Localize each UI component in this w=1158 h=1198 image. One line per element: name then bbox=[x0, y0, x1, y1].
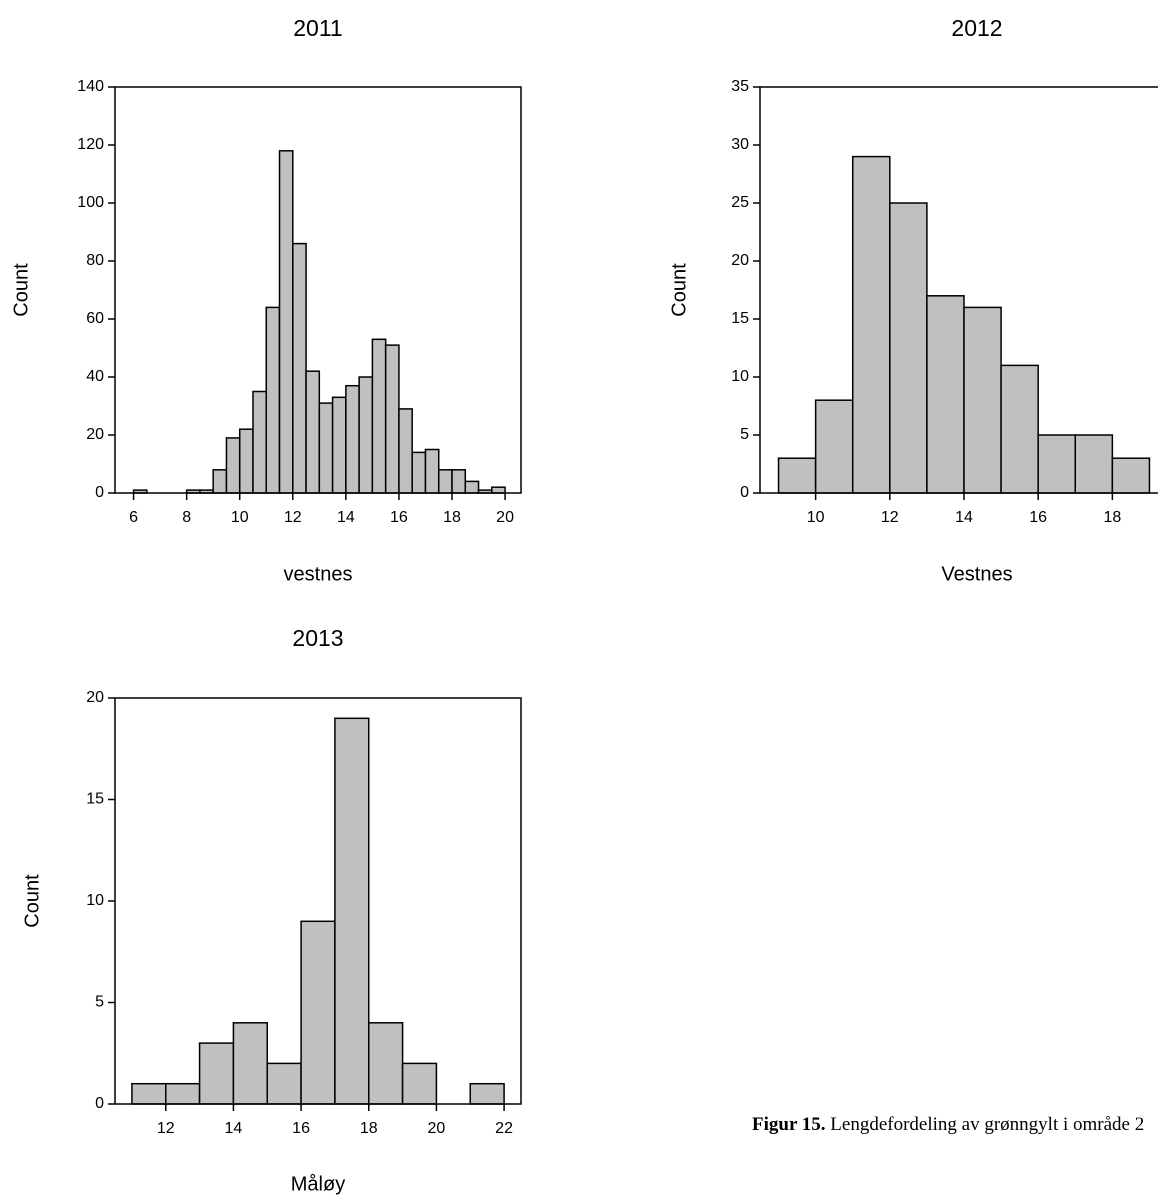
bar bbox=[926, 295, 965, 494]
y-tick-label: 20 bbox=[86, 689, 104, 706]
y-tick-label: 100 bbox=[77, 194, 104, 211]
bar bbox=[252, 390, 268, 494]
y-tick-label: 0 bbox=[740, 484, 749, 501]
bar bbox=[1074, 434, 1114, 494]
y-tick-label: 20 bbox=[86, 426, 104, 443]
bar bbox=[300, 920, 336, 1105]
bar bbox=[368, 1022, 404, 1105]
chart-title: 2012 bbox=[951, 15, 1002, 41]
y-tick-label: 10 bbox=[731, 368, 749, 385]
y-tick-label: 5 bbox=[95, 994, 104, 1011]
x-tick-label: 18 bbox=[1103, 509, 1121, 526]
bar bbox=[1037, 434, 1077, 494]
bar bbox=[851, 155, 891, 494]
bar bbox=[165, 1082, 201, 1105]
bar bbox=[225, 437, 241, 494]
bar bbox=[491, 486, 506, 494]
bar bbox=[371, 338, 387, 494]
x-tick-label: 20 bbox=[428, 1120, 446, 1137]
x-tick-label: 14 bbox=[337, 509, 355, 526]
x-tick-label: 10 bbox=[231, 509, 249, 526]
x-tick-label: 12 bbox=[881, 509, 899, 526]
x-tick-label: 22 bbox=[495, 1120, 513, 1137]
y-tick-label: 35 bbox=[731, 78, 749, 95]
bar bbox=[266, 1062, 302, 1105]
y-axis-label: Count bbox=[10, 263, 32, 317]
x-tick-label: 18 bbox=[360, 1120, 378, 1137]
bar bbox=[469, 1082, 505, 1105]
x-tick-label: 14 bbox=[225, 1120, 243, 1137]
bar bbox=[451, 469, 467, 494]
bar bbox=[278, 150, 294, 494]
bar bbox=[334, 717, 370, 1105]
y-tick-label: 40 bbox=[86, 368, 104, 385]
y-tick-label: 25 bbox=[731, 194, 749, 211]
bar bbox=[198, 1042, 235, 1105]
x-axis-label: Vestnes bbox=[941, 563, 1012, 585]
bar bbox=[1111, 457, 1151, 494]
y-tick-label: 80 bbox=[86, 252, 104, 269]
bar bbox=[265, 306, 281, 494]
x-tick-label: 6 bbox=[129, 509, 138, 526]
bar bbox=[777, 457, 817, 494]
bar bbox=[424, 448, 440, 494]
bar bbox=[238, 428, 254, 494]
bar bbox=[318, 402, 334, 494]
caption: Figur 15. Lengdefordeling av grønngylt i… bbox=[752, 1114, 1144, 1135]
x-tick-label: 16 bbox=[390, 509, 408, 526]
caption-text: Lengdefordeling av grønngylt i område 2 bbox=[830, 1114, 1144, 1135]
bar bbox=[131, 1082, 167, 1105]
bar bbox=[384, 344, 400, 494]
y-axis-label: Count bbox=[21, 874, 43, 928]
bar bbox=[464, 480, 480, 494]
y-tick-label: 0 bbox=[95, 484, 104, 501]
bar bbox=[963, 306, 1002, 494]
bar bbox=[358, 376, 374, 494]
bar bbox=[814, 399, 854, 494]
y-tick-label: 120 bbox=[77, 136, 104, 153]
bar bbox=[232, 1022, 269, 1105]
bar bbox=[292, 242, 307, 494]
x-tick-label: 16 bbox=[292, 1120, 310, 1137]
bar bbox=[1000, 364, 1039, 494]
x-tick-label: 10 bbox=[807, 509, 825, 526]
bar bbox=[401, 1062, 438, 1105]
y-tick-label: 0 bbox=[95, 1095, 104, 1112]
y-tick-label: 20 bbox=[731, 252, 749, 269]
bar bbox=[437, 469, 453, 494]
x-tick-label: 16 bbox=[1029, 509, 1047, 526]
caption-label: Figur 15. bbox=[752, 1114, 826, 1135]
x-axis-label: vestnes bbox=[284, 563, 353, 585]
x-tick-label: 12 bbox=[157, 1120, 175, 1137]
y-tick-label: 30 bbox=[731, 136, 749, 153]
bar bbox=[889, 202, 928, 494]
x-tick-label: 18 bbox=[443, 509, 461, 526]
bar bbox=[345, 384, 360, 494]
plot-frame bbox=[114, 86, 522, 494]
bar bbox=[331, 396, 347, 494]
bar bbox=[212, 469, 228, 494]
x-tick-label: 14 bbox=[955, 509, 973, 526]
bar bbox=[398, 408, 413, 494]
y-axis-label: Count bbox=[668, 263, 690, 317]
y-tick-label: 140 bbox=[77, 78, 104, 95]
y-tick-label: 60 bbox=[86, 310, 104, 327]
x-tick-label: 8 bbox=[182, 509, 191, 526]
bar bbox=[305, 370, 321, 494]
x-tick-label: 12 bbox=[284, 509, 302, 526]
chart-title: 2013 bbox=[292, 625, 343, 651]
x-tick-label: 20 bbox=[496, 509, 514, 526]
chart-title: 2011 bbox=[293, 15, 342, 41]
y-tick-label: 5 bbox=[740, 426, 749, 443]
y-tick-label: 15 bbox=[731, 310, 749, 327]
y-tick-label: 10 bbox=[86, 892, 104, 909]
bar bbox=[411, 451, 427, 494]
x-axis-label: Måløy bbox=[291, 1173, 345, 1195]
y-tick-label: 15 bbox=[86, 791, 104, 808]
